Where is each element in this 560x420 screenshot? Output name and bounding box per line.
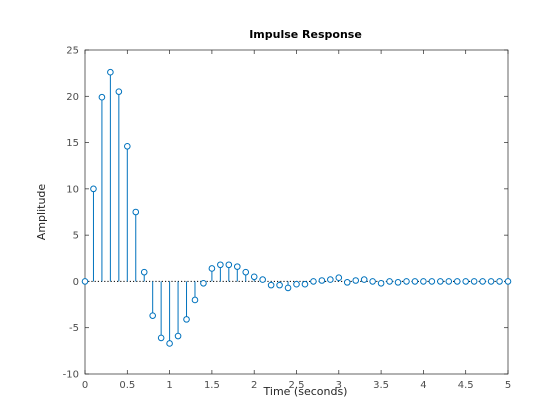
y-tick-label: -5 (69, 323, 79, 334)
chart-title: Impulse Response (249, 28, 362, 41)
x-tick-label: 1 (166, 380, 172, 391)
stem-marker (437, 278, 444, 285)
y-axis-label: Amplitude (35, 184, 48, 241)
y-tick-label: 0 (73, 277, 79, 288)
x-tick-label: 4.5 (458, 380, 474, 391)
x-tick-label: 0.5 (119, 380, 135, 391)
stem-marker (411, 278, 419, 285)
x-tick-label: 2.5 (289, 380, 305, 391)
plot-area: 0 0.5 1 1.5 2 2.5 3 3.5 4 4.5 5 -10 -5 0 5 10 15 20 25 (63, 46, 512, 391)
stem-marker (259, 276, 266, 283)
stem-marker (166, 340, 173, 347)
stem-marker (183, 316, 190, 323)
stem-marker (115, 88, 123, 95)
stem-marker (250, 273, 258, 281)
y-tick-label: -10 (63, 370, 79, 381)
stem-marker (487, 278, 495, 285)
stem-marker (360, 276, 368, 283)
stem-marker (225, 261, 233, 269)
x-axis-ticks: 0 0.5 1 1.5 2 2.5 3 3.5 4 4.5 5 (82, 50, 511, 391)
stem-marker (504, 278, 512, 285)
stem-marker (462, 278, 470, 285)
stem-marker (90, 185, 97, 193)
stem-marker (217, 261, 224, 269)
stem-marker (453, 278, 461, 285)
stem-marker (191, 296, 199, 304)
stem-marker (403, 278, 410, 285)
stem-marker (157, 334, 165, 342)
stem-marker (369, 278, 376, 285)
stem-marker (132, 208, 140, 216)
stem-marker (445, 278, 453, 285)
x-tick-label: 5 (505, 380, 511, 391)
y-tick-label: 10 (66, 184, 79, 195)
stem-marker (479, 278, 486, 285)
stem-marker (208, 265, 216, 272)
stem-marker (233, 263, 241, 270)
stem-marker (377, 279, 385, 287)
stem-marker (284, 284, 292, 292)
x-axis-label: Time (seconds) (263, 385, 348, 398)
stem-marker (386, 278, 393, 285)
stem-marker (343, 279, 351, 286)
x-tick-label: 4 (420, 380, 426, 391)
stem-marker (107, 68, 114, 76)
x-tick-label: 3.5 (373, 380, 389, 391)
stem-marker (200, 279, 207, 287)
x-tick-label: 3 (336, 380, 342, 391)
stem-marker (98, 93, 106, 101)
stem-marker (149, 312, 156, 319)
stem-marker (293, 280, 300, 288)
stem-marker (301, 280, 309, 288)
x-tick-label: 2 (251, 380, 257, 391)
y-axis-ticks: -10 -5 0 5 10 15 20 25 (63, 46, 508, 381)
stem-marker (420, 278, 427, 285)
stem-marker (81, 278, 89, 285)
x-tick-label: 0 (82, 380, 88, 391)
stem-marker (124, 142, 131, 150)
y-tick-label: 5 (73, 231, 79, 242)
axes-box (84, 49, 509, 375)
stem-marker (335, 274, 343, 282)
y-tick-label: 15 (66, 138, 79, 149)
x-tick-label: 1.5 (204, 380, 220, 391)
stem-marker (242, 268, 250, 276)
stem-marker (327, 276, 334, 283)
y-tick-label: 20 (66, 92, 79, 103)
stem-series (81, 68, 512, 347)
stem-marker (310, 278, 317, 285)
stem-marker (352, 277, 360, 284)
stem-marker (276, 281, 283, 289)
stem-marker (428, 278, 436, 285)
stem-marker (174, 332, 182, 340)
stem-marker (267, 281, 275, 289)
y-tick-label: 25 (66, 46, 79, 57)
stem-marker (470, 278, 478, 285)
stem-marker (140, 268, 148, 276)
stem-marker (496, 278, 503, 285)
stem-marker (394, 279, 402, 286)
stem-marker (318, 277, 326, 284)
